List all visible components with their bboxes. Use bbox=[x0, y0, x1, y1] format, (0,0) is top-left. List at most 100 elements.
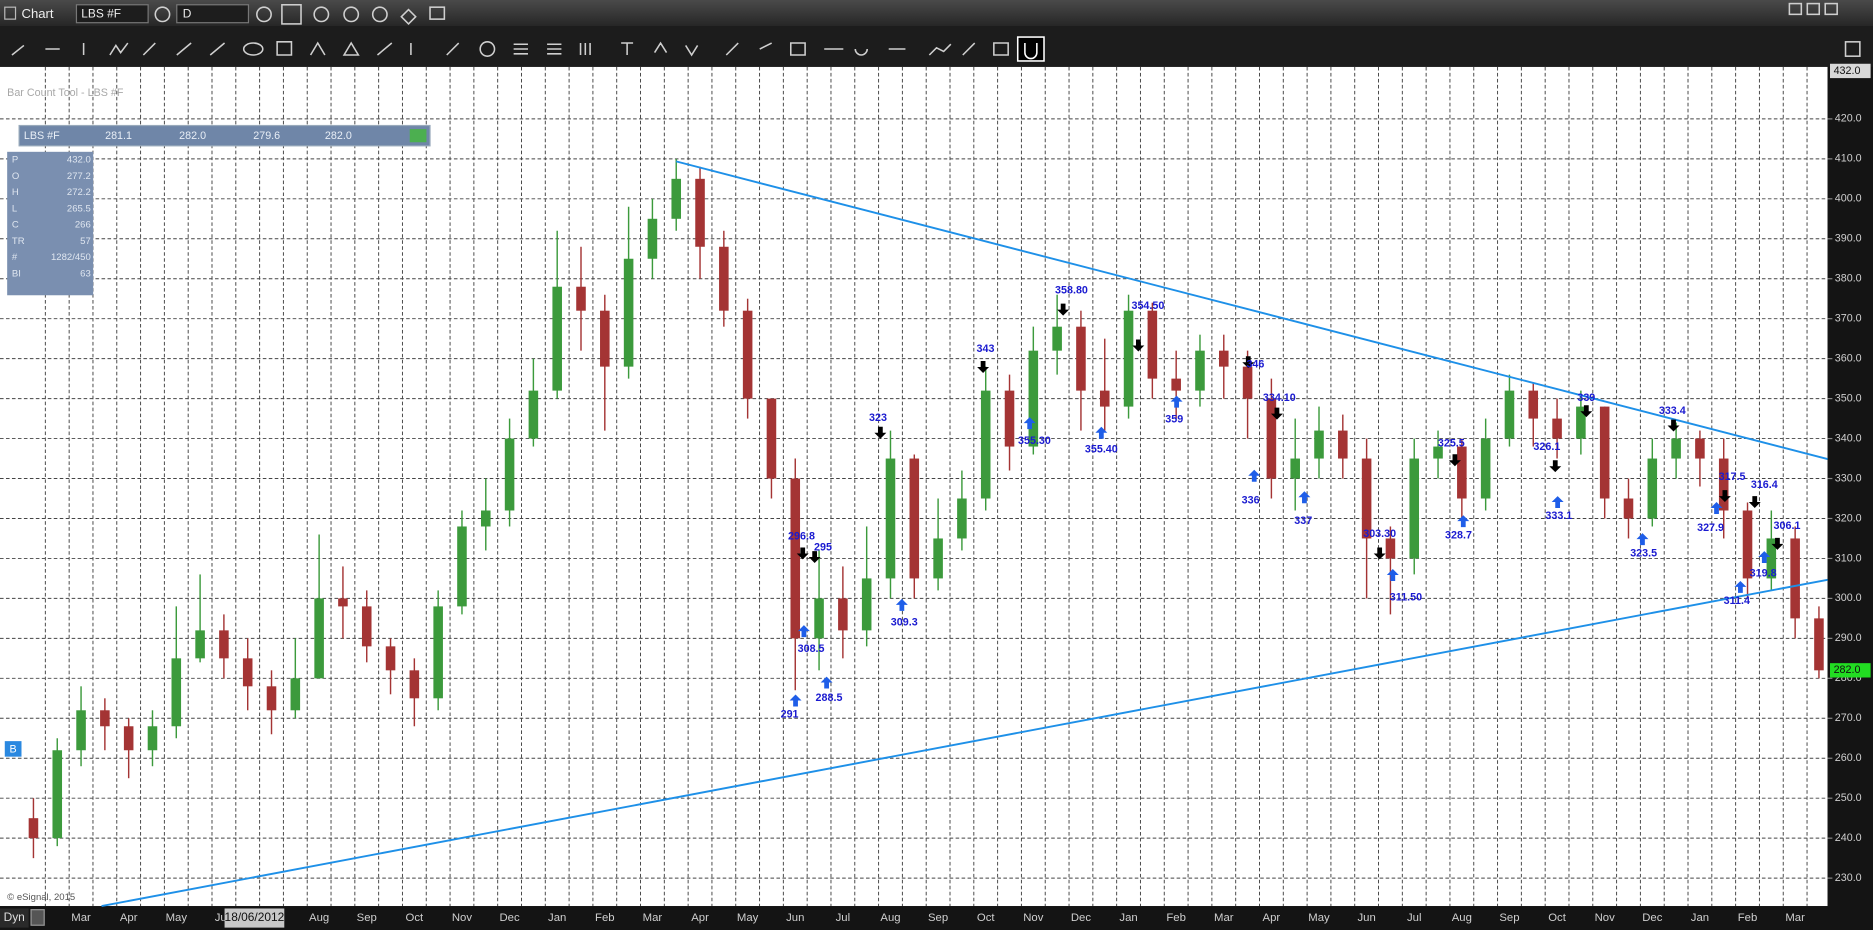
candle-body bbox=[600, 310, 610, 367]
x-tick-label: Feb bbox=[595, 912, 615, 924]
candle-body bbox=[1028, 350, 1039, 447]
interval-box[interactable] bbox=[176, 4, 250, 24]
price-marker bbox=[1829, 63, 1871, 79]
signal-arrow bbox=[1718, 490, 1731, 503]
signal-label: 346 bbox=[1246, 358, 1264, 370]
candle-body bbox=[957, 498, 967, 539]
candle-body bbox=[1671, 438, 1681, 459]
candle-body bbox=[242, 658, 253, 687]
candle-body bbox=[338, 598, 348, 607]
signal-label: 306.1 bbox=[1774, 520, 1801, 532]
candle-body bbox=[1099, 390, 1110, 407]
symbol-box[interactable] bbox=[75, 4, 149, 24]
x-tick-label: Aug bbox=[1452, 912, 1472, 924]
signal-label: 354.50 bbox=[1131, 300, 1164, 312]
y-tick-label: 360.0 bbox=[1835, 352, 1862, 364]
mode-icon[interactable] bbox=[30, 909, 45, 926]
dw-label: C bbox=[12, 220, 19, 231]
signal-arrow bbox=[808, 551, 821, 564]
y-tick-label: 370.0 bbox=[1835, 313, 1862, 325]
signal-arrow bbox=[789, 694, 802, 707]
symbol-input[interactable]: LBS #F bbox=[81, 6, 121, 20]
candle-body bbox=[1433, 446, 1443, 459]
signal-label: 319.8 bbox=[1750, 568, 1777, 580]
candle-body bbox=[695, 178, 705, 247]
mode-box[interactable] bbox=[0, 908, 29, 928]
y-tick-label: 230.0 bbox=[1835, 872, 1862, 884]
quote-values: 281.1 282.0 279.6 282.0 bbox=[105, 129, 427, 143]
candle-body bbox=[838, 598, 848, 631]
signal-arrow bbox=[1549, 460, 1562, 473]
grid bbox=[0, 66, 1832, 907]
signal-label: 296.8 bbox=[788, 531, 815, 543]
y-tick-label: 250.0 bbox=[1835, 792, 1862, 804]
x-tick-label: Dec bbox=[1071, 912, 1091, 924]
y-tick-label: 410.0 bbox=[1835, 153, 1862, 165]
dw-value: 277.2 bbox=[67, 171, 91, 182]
x-tick-label: Apr bbox=[120, 912, 138, 924]
candle-body bbox=[1647, 458, 1658, 519]
interval-input[interactable]: D bbox=[183, 6, 192, 20]
candle-body bbox=[457, 526, 467, 607]
signal-label: 355.40 bbox=[1085, 443, 1118, 455]
candle-body bbox=[1480, 438, 1491, 499]
y-axis: 230.0240.0250.0260.0270.0280.0290.0300.0… bbox=[1827, 63, 1871, 884]
candle-body bbox=[1599, 406, 1610, 499]
signal-label: 323.5 bbox=[1630, 547, 1657, 559]
x-tick-label: Nov bbox=[1023, 912, 1043, 924]
support-trendline[interactable] bbox=[101, 578, 1828, 908]
signal-arrow bbox=[1248, 469, 1261, 482]
candle-body bbox=[1076, 326, 1086, 391]
dw-label: H bbox=[12, 187, 19, 198]
candle-body bbox=[1290, 458, 1300, 479]
dw-value: 265.5 bbox=[67, 203, 91, 214]
candle-body bbox=[1242, 366, 1253, 399]
x-tick-label: Apr bbox=[1263, 912, 1281, 924]
candle-body bbox=[1552, 418, 1562, 439]
candle-body bbox=[290, 678, 301, 711]
x-tick-label: Mar bbox=[1785, 912, 1805, 924]
candle-body bbox=[123, 726, 134, 751]
signal-arrow bbox=[1667, 419, 1680, 432]
x-tick-label: Jul bbox=[1407, 912, 1422, 924]
signal-arrow bbox=[1551, 496, 1564, 509]
signal-label: 358.80 bbox=[1055, 284, 1088, 296]
candle-body bbox=[409, 670, 420, 699]
candle-body bbox=[52, 750, 63, 839]
y-tick-label: 260.0 bbox=[1835, 752, 1862, 764]
drawing-tools[interactable] bbox=[11, 36, 1861, 62]
window-title: Chart bbox=[22, 6, 54, 21]
signal-arrow bbox=[1170, 395, 1183, 408]
y-tick-label: 400.0 bbox=[1835, 193, 1862, 205]
resistance-trendline[interactable] bbox=[675, 160, 1828, 460]
y-tick-label: 310.0 bbox=[1835, 552, 1862, 564]
signal-label: 317.5 bbox=[1719, 471, 1746, 483]
quote-value: 281.1 bbox=[105, 130, 132, 142]
candle-body bbox=[195, 630, 205, 659]
candle-body bbox=[1623, 498, 1634, 519]
signal-arrow bbox=[1457, 515, 1470, 528]
candle-body bbox=[1171, 378, 1181, 391]
dw-label: # bbox=[12, 252, 18, 263]
candle-body bbox=[1147, 310, 1158, 379]
mode-label[interactable]: Dyn bbox=[4, 910, 25, 924]
signal-arrow bbox=[1298, 491, 1311, 504]
y-tick-label: 340.0 bbox=[1835, 432, 1862, 444]
x-tick-label: Aug bbox=[880, 912, 900, 924]
signal-label: 333.1 bbox=[1545, 510, 1572, 522]
candle-body bbox=[980, 390, 991, 499]
candle-body bbox=[1409, 458, 1420, 559]
quote-value: 282.0 bbox=[179, 130, 206, 142]
dw-label: TR bbox=[12, 236, 25, 247]
x-tick-label: Feb bbox=[1738, 912, 1758, 924]
signal-arrow bbox=[1758, 551, 1771, 564]
y-tick-label: 270.0 bbox=[1835, 712, 1862, 724]
app-icon bbox=[4, 6, 17, 20]
candle-body bbox=[1504, 390, 1515, 439]
x-tick-label: Oct bbox=[406, 912, 424, 924]
x-tick-label: Jan bbox=[548, 912, 566, 924]
y-tick-label: 290.0 bbox=[1835, 632, 1862, 644]
signal-label: 334.10 bbox=[1263, 392, 1296, 404]
y-tick-label: 420.0 bbox=[1835, 113, 1862, 125]
title-tools[interactable] bbox=[154, 2, 1838, 26]
